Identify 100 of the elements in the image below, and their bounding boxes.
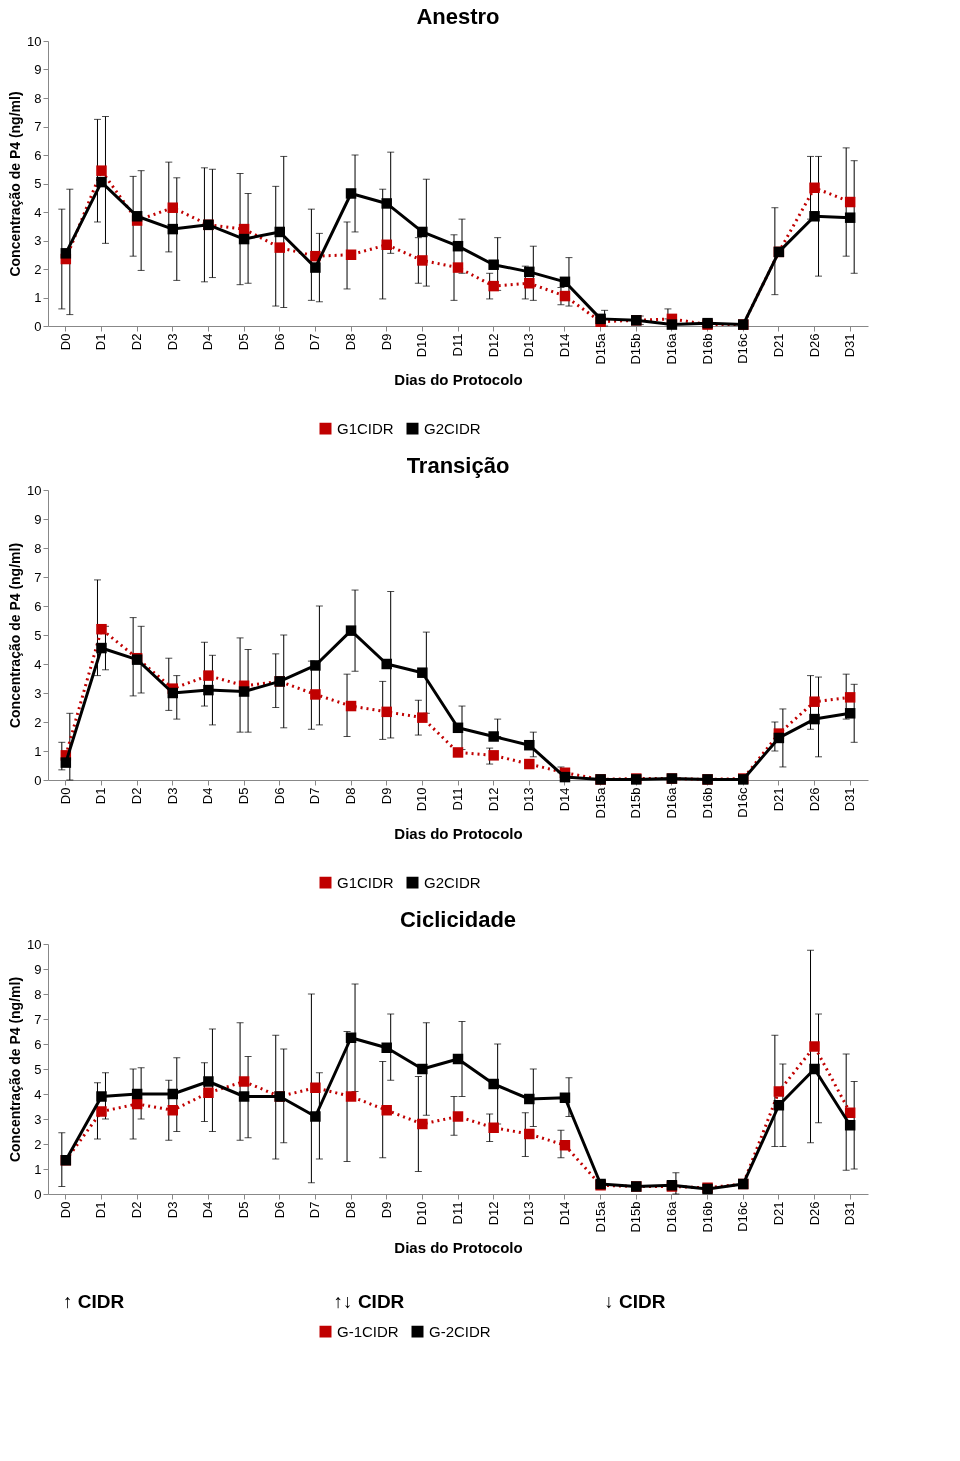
x-tick-label: D2 bbox=[129, 1201, 145, 1219]
x-tick-label: D14 bbox=[556, 333, 572, 358]
x-tick-label: D3 bbox=[164, 333, 180, 351]
y-tick-label: 1 bbox=[34, 743, 42, 759]
x-tick-label: D16c bbox=[735, 333, 751, 364]
x-tick-label: D10 bbox=[414, 787, 430, 812]
y-tick-label: 10 bbox=[27, 33, 42, 49]
x-tick-label: D15a bbox=[592, 1200, 608, 1233]
x-tick-label: D16b bbox=[699, 333, 715, 365]
y-axis-title: Concentração de P4 (ng/ml) bbox=[7, 976, 24, 1163]
y-tick-label: 9 bbox=[34, 961, 42, 977]
x-tick-label: D9 bbox=[378, 787, 394, 805]
x-tick-label: D1 bbox=[93, 1201, 109, 1219]
x-tick-label: D1 bbox=[93, 787, 109, 805]
y-tick-label: 5 bbox=[34, 176, 42, 191]
y-axis-title: Concentração de P4 (ng/ml) bbox=[7, 542, 24, 729]
y-tick-label: 10 bbox=[27, 482, 42, 498]
y-tick-label: 10 bbox=[27, 936, 42, 952]
x-tick-label: D15a bbox=[592, 786, 608, 819]
x-tick-label: D13 bbox=[521, 1201, 537, 1226]
x-tick-label: D8 bbox=[343, 333, 359, 351]
legend-label: G-1CIDR bbox=[337, 1322, 399, 1340]
y-tick-label: 9 bbox=[34, 62, 42, 77]
legend-label: G2CIDR bbox=[424, 419, 481, 437]
x-tick-label: D15b bbox=[628, 787, 644, 819]
x-tick-label: D7 bbox=[307, 1201, 323, 1219]
x-tick-label: D31 bbox=[842, 333, 858, 358]
x-tick-label: D21 bbox=[770, 1201, 786, 1226]
y-tick-label: 6 bbox=[34, 147, 42, 163]
x-tick-label: D3 bbox=[164, 1201, 180, 1219]
chart-title: Ciclicidade bbox=[399, 907, 517, 932]
x-tick-label: D3 bbox=[164, 787, 180, 805]
x-tick-label: D31 bbox=[842, 787, 858, 812]
x-tick-label: D5 bbox=[236, 787, 252, 805]
legend-label: G2CIDR bbox=[424, 873, 481, 891]
x-tick-label: D14 bbox=[556, 1201, 572, 1226]
x-tick-label: D1 bbox=[93, 333, 109, 351]
x-tick-label: D16a bbox=[663, 786, 679, 819]
x-tick-label: D2 bbox=[129, 787, 145, 805]
x-tick-label: D9 bbox=[378, 333, 394, 351]
x-tick-label: D7 bbox=[307, 333, 323, 351]
x-tick-label: D31 bbox=[842, 1201, 858, 1226]
y-tick-label: 1 bbox=[34, 290, 42, 305]
x-tick-label: D9 bbox=[378, 1201, 394, 1219]
chart-title: Anestro bbox=[416, 4, 500, 29]
y-tick-label: 5 bbox=[34, 1061, 42, 1077]
text: ↑ CIDR bbox=[63, 1291, 125, 1312]
y-tick-label: 3 bbox=[34, 685, 42, 701]
x-tick-label: D5 bbox=[236, 333, 252, 351]
x-axis-title: Dias do Protocolo bbox=[394, 824, 523, 842]
chart-title: Transição bbox=[406, 453, 510, 478]
y-tick-label: 9 bbox=[34, 511, 42, 527]
y-tick-label: 0 bbox=[34, 318, 42, 334]
legend-label: G1CIDR bbox=[337, 419, 394, 437]
x-tick-label: D6 bbox=[271, 1201, 287, 1219]
x-tick-label: D0 bbox=[57, 333, 73, 351]
y-tick-label: 2 bbox=[34, 714, 42, 730]
x-tick-label: D16a bbox=[663, 332, 679, 365]
x-tick-label: D16a bbox=[663, 1200, 679, 1233]
x-tick-label: D11 bbox=[450, 1201, 465, 1225]
y-tick-label: 8 bbox=[34, 90, 42, 106]
x-tick-label: D8 bbox=[343, 787, 359, 805]
x-axis-title: Dias do Protocolo bbox=[394, 370, 523, 388]
x-axis-title: Dias do Protocolo bbox=[394, 1238, 523, 1256]
legend-label: G1CIDR bbox=[337, 873, 394, 891]
y-tick-label: 7 bbox=[34, 569, 42, 585]
x-tick-label: D0 bbox=[57, 787, 73, 805]
y-tick-label: 3 bbox=[34, 233, 42, 248]
y-tick-label: 0 bbox=[34, 1186, 42, 1202]
y-tick-label: 6 bbox=[34, 598, 42, 614]
y-tick-label: 6 bbox=[34, 1036, 42, 1052]
x-tick-label: D26 bbox=[806, 787, 822, 812]
x-tick-label: D12 bbox=[485, 333, 501, 358]
y-tick-label: 7 bbox=[34, 119, 42, 134]
x-tick-label: D0 bbox=[57, 1201, 73, 1219]
x-tick-label: D7 bbox=[307, 787, 323, 805]
x-tick-label: D10 bbox=[414, 333, 430, 358]
x-tick-label: D14 bbox=[556, 787, 572, 812]
y-tick-label: 2 bbox=[34, 1136, 42, 1152]
y-tick-label: 4 bbox=[34, 1086, 42, 1102]
x-tick-label: D8 bbox=[343, 1201, 359, 1219]
x-tick-label: D11 bbox=[450, 787, 465, 811]
x-tick-label: D26 bbox=[806, 1201, 822, 1226]
y-tick-label: 8 bbox=[34, 540, 42, 556]
text: ↓ CIDR bbox=[604, 1291, 666, 1312]
x-tick-label: D15b bbox=[628, 333, 644, 365]
y-tick-label: 0 bbox=[34, 772, 42, 788]
x-tick-label: D4 bbox=[200, 1201, 216, 1219]
y-tick-label: 5 bbox=[34, 627, 42, 643]
x-tick-label: D13 bbox=[521, 787, 537, 812]
x-tick-label: D16c bbox=[735, 787, 751, 818]
x-tick-label: D4 bbox=[200, 333, 216, 351]
text: ↑↓ CIDR bbox=[333, 1291, 405, 1312]
x-tick-label: D15a bbox=[592, 332, 608, 365]
y-axis-title: Concentração de P4 (ng/ml) bbox=[7, 91, 24, 277]
x-tick-label: D15b bbox=[628, 1201, 644, 1233]
x-tick-label: D26 bbox=[806, 333, 822, 358]
x-tick-label: D16b bbox=[699, 787, 715, 819]
x-tick-label: D4 bbox=[200, 787, 216, 805]
legend-label: G-2CIDR bbox=[429, 1322, 491, 1340]
